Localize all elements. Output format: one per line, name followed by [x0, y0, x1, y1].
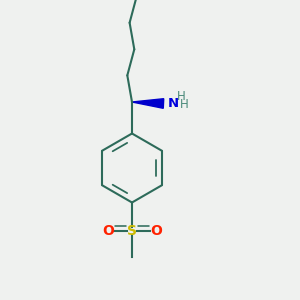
Text: H: H: [176, 90, 185, 104]
Text: O: O: [102, 224, 114, 238]
Text: O: O: [150, 224, 162, 238]
Text: N: N: [168, 97, 179, 110]
Text: H: H: [180, 98, 189, 112]
Polygon shape: [132, 99, 164, 108]
Text: S: S: [127, 224, 137, 238]
